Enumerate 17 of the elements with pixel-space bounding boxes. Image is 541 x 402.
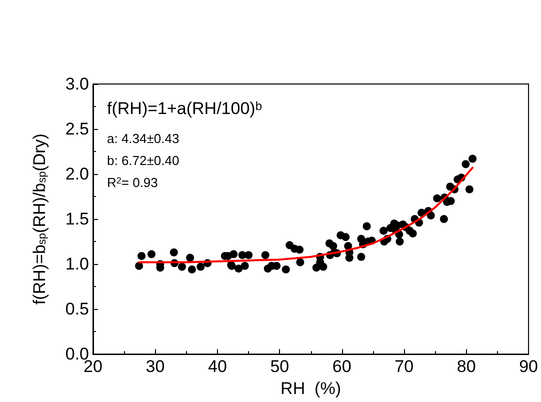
x-axis-title: RH (%) bbox=[280, 379, 341, 398]
annotation: a: 4.34±0.43 bbox=[107, 131, 180, 146]
annotation: b: 6.72±0.40 bbox=[107, 153, 180, 168]
x-tick-label: 30 bbox=[146, 357, 165, 376]
y-tick-label: 1.0 bbox=[65, 254, 89, 274]
x-tick-label: 80 bbox=[456, 357, 476, 376]
y-tick-label: 2.5 bbox=[65, 120, 89, 139]
x-tick-label: 60 bbox=[332, 357, 352, 376]
y-tick-label: 2.0 bbox=[65, 164, 89, 184]
x-tick-label: 90 bbox=[519, 357, 538, 376]
y-tick-label: 0.5 bbox=[65, 300, 89, 319]
x-tick-label: 50 bbox=[270, 357, 290, 376]
x-tick-label: 70 bbox=[394, 357, 414, 376]
y-axis-title: f(RH)=bsp(RH)/bsp(Dry) bbox=[30, 134, 49, 305]
y-tick-label: 3.0 bbox=[65, 74, 89, 94]
y-tick-label: 1.5 bbox=[65, 210, 89, 229]
x-tick-label: 40 bbox=[208, 357, 227, 376]
